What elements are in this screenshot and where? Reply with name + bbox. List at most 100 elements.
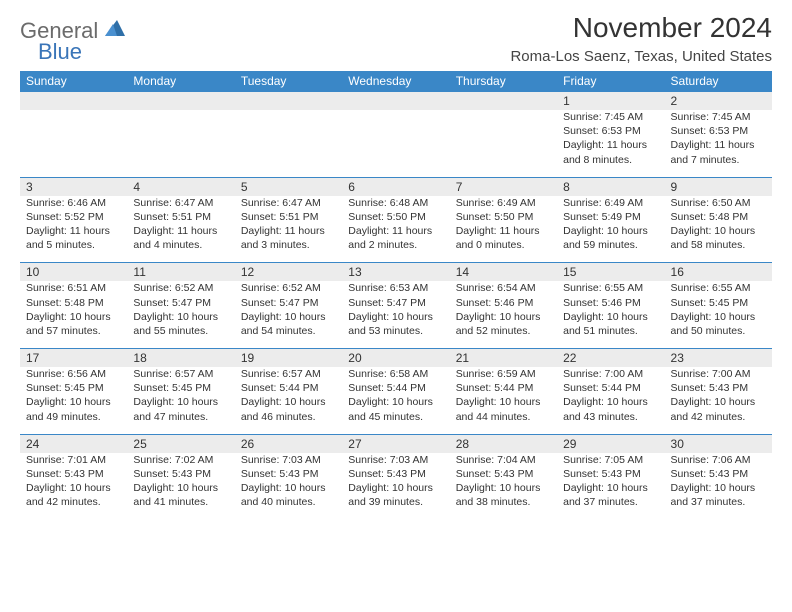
day-number: 26	[235, 435, 342, 453]
day-detail-line: Sunset: 5:45 PM	[26, 381, 121, 395]
day-detail-line: Sunset: 5:43 PM	[241, 467, 336, 481]
day-cell-body: Sunrise: 6:49 AMSunset: 5:49 PMDaylight:…	[557, 196, 664, 263]
day-number	[235, 92, 342, 110]
day-detail-line: and 37 minutes.	[563, 495, 658, 509]
day-detail-line: Daylight: 10 hours	[26, 310, 121, 324]
day-detail-line: Daylight: 11 hours	[241, 224, 336, 238]
day-detail-line: and 3 minutes.	[241, 238, 336, 252]
day-detail-line: Sunrise: 6:52 AM	[133, 281, 228, 295]
day-number: 1	[557, 92, 664, 110]
day-detail-line: Sunset: 5:50 PM	[348, 210, 443, 224]
day-detail-line: Daylight: 11 hours	[456, 224, 551, 238]
day-details: Sunrise: 6:52 AMSunset: 5:47 PMDaylight:…	[127, 281, 234, 342]
day-details: Sunrise: 7:45 AMSunset: 6:53 PMDaylight:…	[557, 110, 664, 171]
day-details: Sunrise: 7:00 AMSunset: 5:44 PMDaylight:…	[557, 367, 664, 428]
day-details	[127, 110, 234, 114]
day-cell-body: Sunrise: 6:56 AMSunset: 5:45 PMDaylight:…	[20, 367, 127, 434]
brand-text: General Blue	[20, 18, 127, 63]
day-cell-header: 24	[20, 434, 127, 453]
day-details	[20, 110, 127, 114]
day-detail-line: and 42 minutes.	[26, 495, 121, 509]
day-detail-line: and 55 minutes.	[133, 324, 228, 338]
day-detail-line: Daylight: 10 hours	[671, 310, 766, 324]
week-body-row: Sunrise: 6:51 AMSunset: 5:48 PMDaylight:…	[20, 281, 772, 348]
day-detail-line: Sunset: 5:44 PM	[456, 381, 551, 395]
week-body-row: Sunrise: 6:46 AMSunset: 5:52 PMDaylight:…	[20, 196, 772, 263]
day-cell-header: 21	[450, 349, 557, 368]
day-number: 18	[127, 349, 234, 367]
day-number: 28	[450, 435, 557, 453]
day-details: Sunrise: 6:58 AMSunset: 5:44 PMDaylight:…	[342, 367, 449, 428]
day-details: Sunrise: 6:47 AMSunset: 5:51 PMDaylight:…	[235, 196, 342, 257]
day-number: 22	[557, 349, 664, 367]
day-cell-header: 30	[665, 434, 772, 453]
day-cell-header	[235, 92, 342, 111]
day-cell-header: 14	[450, 263, 557, 282]
day-detail-line: Daylight: 10 hours	[348, 395, 443, 409]
day-detail-line: Sunset: 5:43 PM	[671, 467, 766, 481]
day-detail-line: Sunset: 5:51 PM	[133, 210, 228, 224]
day-cell-header: 16	[665, 263, 772, 282]
day-detail-line: Sunset: 5:48 PM	[26, 296, 121, 310]
day-cell-header: 2	[665, 92, 772, 111]
day-cell-body: Sunrise: 7:00 AMSunset: 5:44 PMDaylight:…	[557, 367, 664, 434]
day-detail-line: Sunrise: 7:00 AM	[671, 367, 766, 381]
day-detail-line: Sunset: 5:45 PM	[671, 296, 766, 310]
day-detail-line: Daylight: 10 hours	[456, 310, 551, 324]
day-details: Sunrise: 7:00 AMSunset: 5:43 PMDaylight:…	[665, 367, 772, 428]
day-detail-line: Sunset: 5:43 PM	[456, 467, 551, 481]
day-number: 23	[665, 349, 772, 367]
day-detail-line: Sunrise: 7:04 AM	[456, 453, 551, 467]
day-cell-body: Sunrise: 6:55 AMSunset: 5:46 PMDaylight:…	[557, 281, 664, 348]
day-details: Sunrise: 6:53 AMSunset: 5:47 PMDaylight:…	[342, 281, 449, 342]
day-cell-header: 5	[235, 177, 342, 196]
day-detail-line: Daylight: 10 hours	[133, 310, 228, 324]
day-details: Sunrise: 7:02 AMSunset: 5:43 PMDaylight:…	[127, 453, 234, 514]
day-cell-header: 28	[450, 434, 557, 453]
day-detail-line: and 7 minutes.	[671, 153, 766, 167]
day-detail-line: and 52 minutes.	[456, 324, 551, 338]
weekday-header: Tuesday	[235, 71, 342, 92]
day-detail-line: Sunset: 5:50 PM	[456, 210, 551, 224]
day-detail-line: Sunrise: 6:51 AM	[26, 281, 121, 295]
day-detail-line: Sunrise: 6:54 AM	[456, 281, 551, 295]
day-details: Sunrise: 6:55 AMSunset: 5:45 PMDaylight:…	[665, 281, 772, 342]
day-detail-line: and 38 minutes.	[456, 495, 551, 509]
day-detail-line: Daylight: 10 hours	[671, 395, 766, 409]
day-detail-line: Sunrise: 7:02 AM	[133, 453, 228, 467]
day-detail-line: Daylight: 10 hours	[456, 395, 551, 409]
day-detail-line: and 54 minutes.	[241, 324, 336, 338]
day-cell-body: Sunrise: 6:52 AMSunset: 5:47 PMDaylight:…	[127, 281, 234, 348]
day-cell-header: 12	[235, 263, 342, 282]
day-detail-line: Sunrise: 6:56 AM	[26, 367, 121, 381]
day-cell-body: Sunrise: 6:51 AMSunset: 5:48 PMDaylight:…	[20, 281, 127, 348]
day-detail-line: Sunrise: 7:03 AM	[241, 453, 336, 467]
day-detail-line: and 45 minutes.	[348, 410, 443, 424]
day-detail-line: Sunset: 5:44 PM	[348, 381, 443, 395]
day-number: 7	[450, 178, 557, 196]
day-cell-body: Sunrise: 7:01 AMSunset: 5:43 PMDaylight:…	[20, 453, 127, 520]
weekday-header: Monday	[127, 71, 234, 92]
day-detail-line: Sunset: 5:47 PM	[133, 296, 228, 310]
day-detail-line: Sunrise: 6:57 AM	[133, 367, 228, 381]
day-number: 6	[342, 178, 449, 196]
title-block: November 2024 Roma-Los Saenz, Texas, Uni…	[510, 12, 772, 65]
day-detail-line: Sunrise: 6:59 AM	[456, 367, 551, 381]
day-details: Sunrise: 6:47 AMSunset: 5:51 PMDaylight:…	[127, 196, 234, 257]
day-detail-line: and 47 minutes.	[133, 410, 228, 424]
day-cell-header: 25	[127, 434, 234, 453]
weekday-header: Wednesday	[342, 71, 449, 92]
day-detail-line: Sunset: 5:43 PM	[563, 467, 658, 481]
day-number: 20	[342, 349, 449, 367]
day-number: 13	[342, 263, 449, 281]
day-cell-body: Sunrise: 7:00 AMSunset: 5:43 PMDaylight:…	[665, 367, 772, 434]
day-detail-line: Sunrise: 6:47 AM	[241, 196, 336, 210]
day-detail-line: Sunrise: 7:00 AM	[563, 367, 658, 381]
day-detail-line: Daylight: 10 hours	[133, 395, 228, 409]
day-detail-line: and 0 minutes.	[456, 238, 551, 252]
day-detail-line: and 59 minutes.	[563, 238, 658, 252]
sail-icon	[103, 18, 127, 43]
day-detail-line: Sunset: 6:53 PM	[671, 124, 766, 138]
day-cell-header: 18	[127, 349, 234, 368]
day-cell-header: 29	[557, 434, 664, 453]
